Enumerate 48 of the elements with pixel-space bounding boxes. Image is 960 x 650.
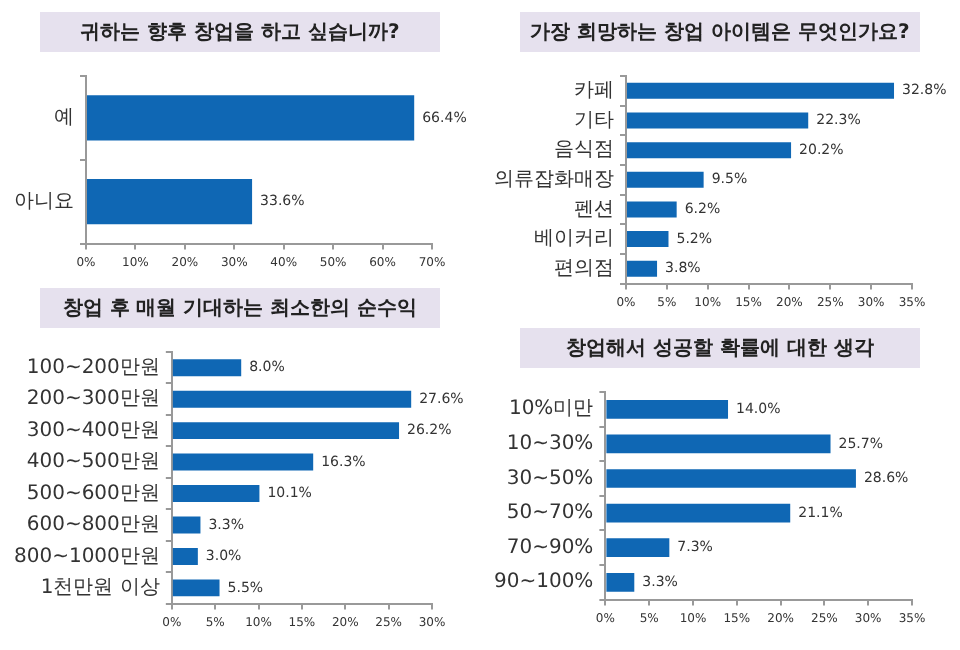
y-tick-label: 의류잡화매장 xyxy=(494,168,614,191)
bar xyxy=(172,485,260,503)
bar xyxy=(606,399,729,419)
chart-title: 가장 희망하는 창업 아이템은 무엇인가요? xyxy=(520,12,920,52)
chart-title: 귀하는 향후 창업을 하고 싶습니까? xyxy=(40,12,440,52)
bar xyxy=(627,142,792,159)
y-tick-label: 50~70% xyxy=(506,502,594,525)
bar xyxy=(606,538,670,558)
y-tick-label: 음식점 xyxy=(554,139,614,162)
bar xyxy=(606,503,791,523)
y-tick-label: 300~400만원 xyxy=(26,419,160,442)
y-tick-label: 아니요 xyxy=(14,190,74,213)
y-tick-label: 베이커리 xyxy=(534,228,614,251)
y-tick-label: 100~200만원 xyxy=(26,356,160,379)
chart-title: 창업 후 매월 기대하는 최소한의 순수익 xyxy=(40,288,440,328)
bar xyxy=(172,579,220,597)
y-tick-label: 800~1000만원 xyxy=(13,545,160,568)
bar xyxy=(172,453,314,471)
bar xyxy=(172,359,242,377)
bar xyxy=(627,82,895,99)
bar xyxy=(606,469,856,488)
y-tick-label: 1천만원 이상 xyxy=(40,577,160,600)
y-tick-label: 기타 xyxy=(574,109,614,132)
bar xyxy=(606,572,635,592)
y-tick-label: 90~100% xyxy=(493,571,594,594)
y-tick-label: 30~50% xyxy=(506,467,594,490)
bar xyxy=(172,390,412,408)
y-tick-label: 500~600만원 xyxy=(26,482,160,505)
bar xyxy=(627,231,669,248)
bar xyxy=(172,547,198,565)
y-tick-label: 600~800만원 xyxy=(26,514,160,537)
bar xyxy=(606,434,831,454)
y-tick-label: 펜션 xyxy=(574,198,614,221)
bar xyxy=(172,516,201,534)
y-tick-label: 70~90% xyxy=(506,536,594,559)
y-tick-label: 편의점 xyxy=(554,257,614,280)
bar xyxy=(627,171,704,188)
y-tick-label: 400~500만원 xyxy=(26,451,160,474)
y-tick-label: 카페 xyxy=(574,80,614,103)
bar xyxy=(172,422,400,440)
y-tick-label: 10%미만 xyxy=(508,398,594,421)
y-tick-label: 200~300만원 xyxy=(26,388,160,411)
y-tick-label: 10~30% xyxy=(506,433,594,456)
chart-title: 창업해서 성공할 확률에 대한 생각 xyxy=(520,328,920,368)
y-tick-label: 예 xyxy=(54,107,74,130)
bar xyxy=(627,260,658,277)
bar xyxy=(627,201,677,218)
bar xyxy=(627,112,809,129)
